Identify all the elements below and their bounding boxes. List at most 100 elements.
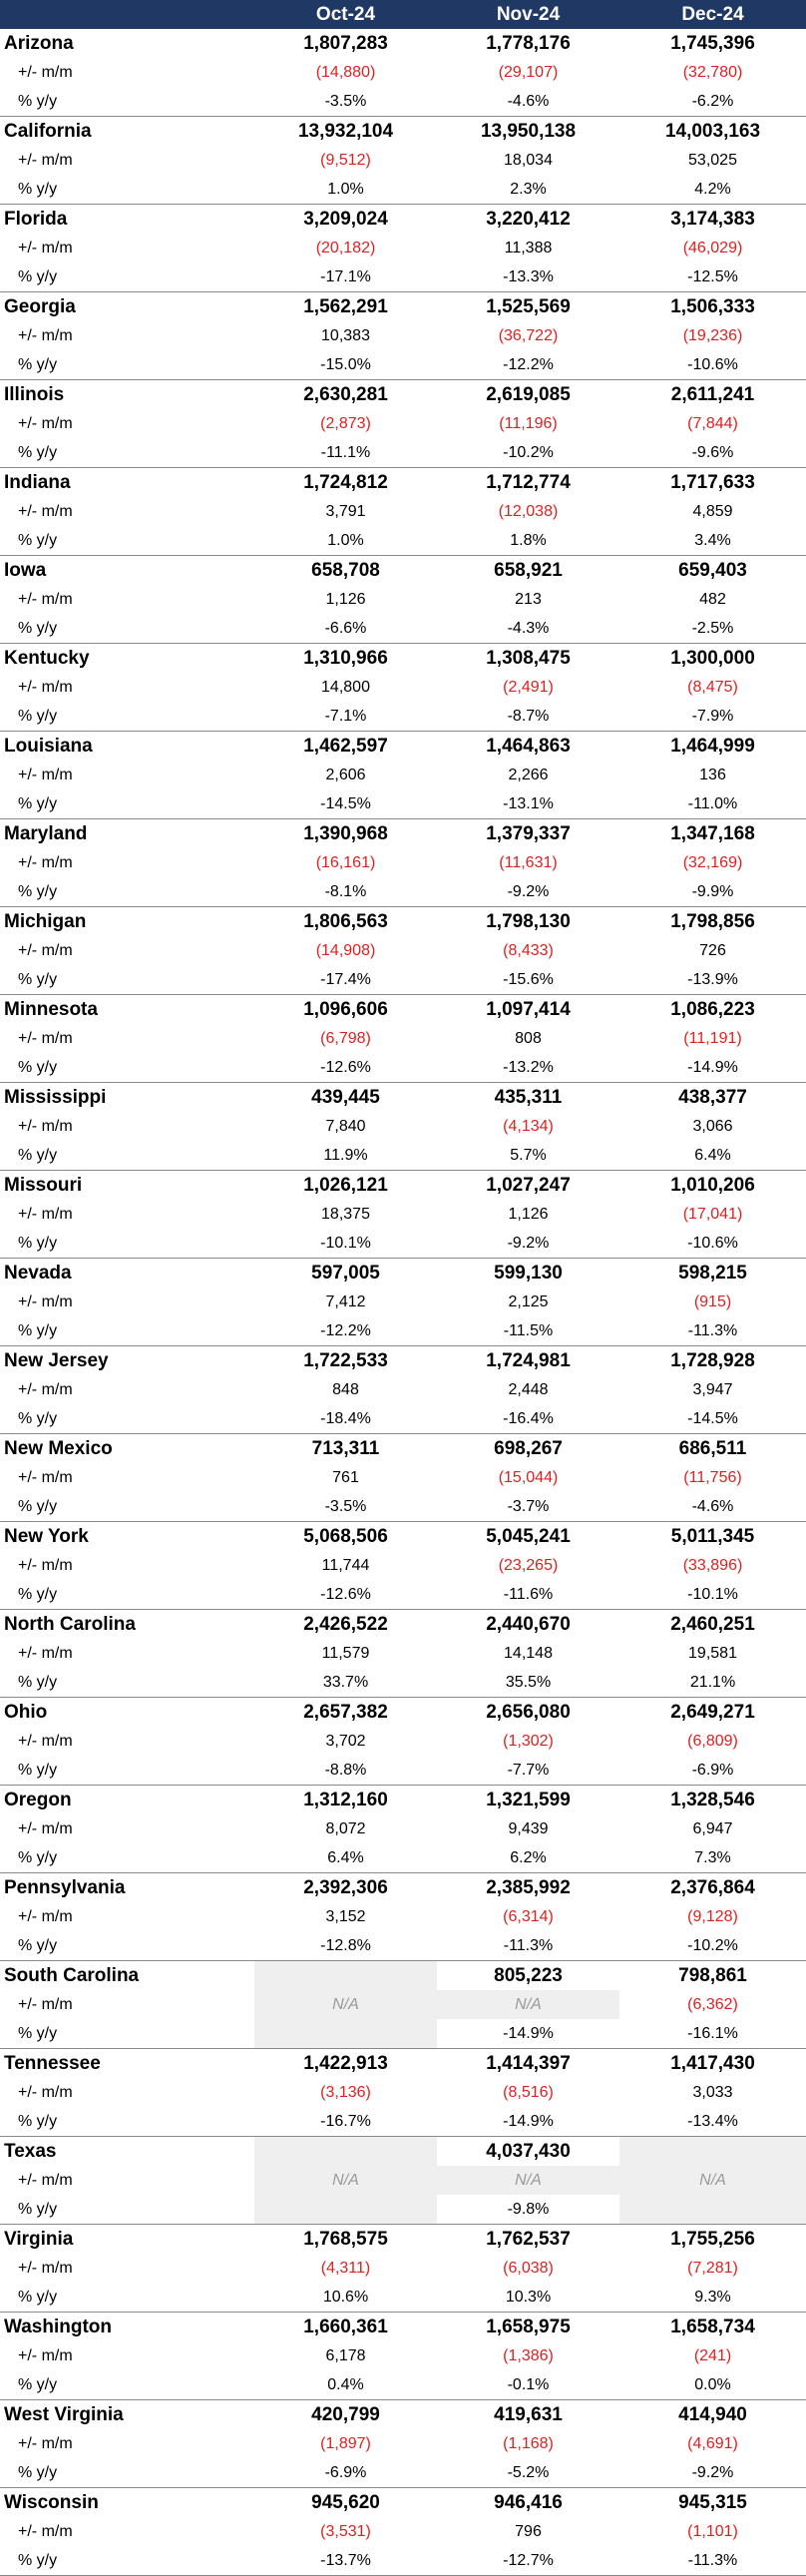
state-block: Texas 4,037,430 +/- m/m N/A N/A N/A% y/y -9.8% [0, 2137, 806, 2225]
row-label: % y/y [18, 1409, 58, 1427]
state-block: North Carolina 2,426,522 2,440,670 2,460,25… [0, 1610, 806, 1698]
value-cell: -6.9% [691, 1761, 734, 1779]
value-cell: 1,300,000 [670, 647, 755, 669]
state-name: Oregon [4, 1789, 72, 1810]
row-label: % y/y [18, 1848, 58, 1866]
value-cell: -10.6% [687, 1234, 738, 1252]
yy-row: % y/y -6.9% -5.2% -9.2% [0, 2458, 806, 2487]
state-name: Tennessee [4, 2052, 101, 2074]
value-cell: 14,800 [321, 678, 370, 696]
state-block: Georgia 1,562,291 1,525,569 1,506,333 +/- m/… [0, 292, 806, 380]
header-blank [0, 0, 254, 29]
value-cell: 1,379,337 [486, 822, 571, 844]
state-block: New York 5,068,506 5,045,241 5,011,345 +/- m… [0, 1522, 806, 1610]
value-cell: 2,656,080 [486, 1701, 571, 1723]
value-cell: -12.7% [503, 2551, 554, 2569]
row-label: % y/y [18, 1761, 58, 1779]
value-cell: -7.7% [507, 1761, 550, 1779]
state-row: Iowa 658,708 658,921 659,403 [0, 556, 806, 585]
value-cell: -8.1% [324, 882, 367, 900]
value-cell: 11,744 [321, 1556, 370, 1574]
yy-row: % y/y -7.1% -8.7% -7.9% [0, 702, 806, 731]
column-header: Oct-24 [315, 3, 376, 25]
state-block: Indiana 1,724,812 1,712,774 1,717,633 +/- m/… [0, 468, 806, 556]
yy-row: % y/y -14.5% -13.1% -11.0% [0, 789, 806, 818]
row-label: % y/y [18, 1234, 58, 1252]
value-cell [254, 1961, 437, 1990]
row-label: % y/y [18, 267, 58, 285]
value-cell: -12.6% [320, 1058, 371, 1076]
row-label: +/- m/m [18, 414, 73, 432]
value-cell: 1,464,999 [670, 735, 755, 757]
row-label: +/- m/m [18, 853, 73, 871]
value-cell: 11.9% [323, 1146, 368, 1164]
value-cell: 598,215 [678, 1262, 747, 1284]
value-cell: 9.3% [694, 2288, 731, 2306]
row-label: % y/y [18, 970, 58, 988]
value-cell [619, 2195, 806, 2224]
state-name: Illinois [4, 383, 65, 405]
value-cell: 419,631 [494, 2403, 563, 2425]
value-cell: 438,377 [678, 1086, 747, 1108]
state-block: Ohio 2,657,382 2,656,080 2,649,271 +/- m/m 3,… [0, 1698, 806, 1786]
value-cell: 1,414,397 [486, 2052, 571, 2074]
mm-row: +/- m/m 18,375 1,126 (17,041) [0, 1200, 806, 1229]
state-row: New York 5,068,506 5,045,241 5,011,345 [0, 1522, 806, 1551]
row-label: +/- m/m [18, 1556, 73, 1574]
value-cell: -12.5% [687, 267, 738, 285]
state-name: New Jersey [4, 1349, 109, 1371]
yy-row: % y/y 11.9% 5.7% 6.4% [0, 1141, 806, 1170]
row-label: % y/y [18, 2288, 58, 2306]
value-cell: (2,873) [320, 414, 371, 432]
state-name: Nevada [4, 1262, 72, 1284]
mm-row: +/- m/m (2,873) (11,196) (7,844) [0, 409, 806, 438]
value-cell: (1,386) [503, 2346, 554, 2364]
value-cell: -11.1% [320, 443, 371, 461]
value-cell: 14,003,163 [664, 120, 761, 142]
row-label: +/- m/m [18, 678, 73, 696]
value-cell: 1,562,291 [303, 295, 388, 317]
row-label: % y/y [18, 443, 58, 461]
row-label: +/- m/m [18, 2259, 73, 2277]
value-cell: 3,220,412 [486, 208, 571, 230]
value-cell: 1,798,130 [486, 910, 571, 932]
state-row: Illinois 2,630,281 2,619,085 2,611,241 [0, 380, 806, 409]
state-name: Georgia [4, 295, 76, 317]
value-cell: (6,314) [503, 1907, 554, 1925]
yy-row: % y/y 0.4% -0.1% 0.0% [0, 2370, 806, 2399]
value-cell: (1,168) [503, 2434, 554, 2452]
state-name: Wisconsin [4, 2491, 99, 2513]
value-cell: 761 [332, 1468, 359, 1486]
value-cell: -3.5% [324, 92, 367, 110]
value-cell: 2,649,271 [670, 1701, 755, 1723]
row-label: % y/y [18, 2024, 58, 2042]
row-label: % y/y [18, 1936, 58, 1954]
value-cell: 1,798,856 [670, 910, 755, 932]
row-label: % y/y [18, 92, 58, 110]
row-label: % y/y [18, 180, 58, 198]
state-name: West Virginia [4, 2403, 124, 2425]
value-cell: 21.1% [689, 1673, 736, 1691]
value-cell: 5,068,506 [303, 1525, 388, 1547]
value-cell: N/A [437, 2166, 619, 2195]
value-cell: -9.6% [691, 443, 734, 461]
value-cell: -11.6% [503, 1585, 554, 1603]
state-block: Tennessee 1,422,913 1,414,397 1,417,430 +/- … [0, 2049, 806, 2137]
row-label: +/- m/m [18, 1117, 73, 1135]
value-cell: 1,126 [508, 1205, 549, 1223]
value-cell: 9,439 [508, 1819, 549, 1837]
state-name: Virginia [4, 2228, 74, 2250]
state-name: Louisiana [4, 735, 93, 757]
value-cell: -18.4% [320, 1409, 371, 1427]
value-cell: -13.2% [503, 1058, 554, 1076]
value-cell: 5,045,241 [486, 1525, 571, 1547]
row-label: % y/y [18, 2551, 58, 2569]
value-cell: (36,722) [498, 326, 559, 344]
row-label: +/- m/m [18, 941, 73, 959]
value-cell: (4,311) [320, 2259, 371, 2277]
yy-row: % y/y -15.0% -12.2% -10.6% [0, 350, 806, 379]
mm-row: +/- m/m 10,383 (36,722) (19,236) [0, 321, 806, 350]
yy-row: % y/y -18.4% -16.4% -14.5% [0, 1404, 806, 1433]
value-cell: 726 [699, 941, 726, 959]
value-cell: -16.1% [687, 2024, 738, 2042]
